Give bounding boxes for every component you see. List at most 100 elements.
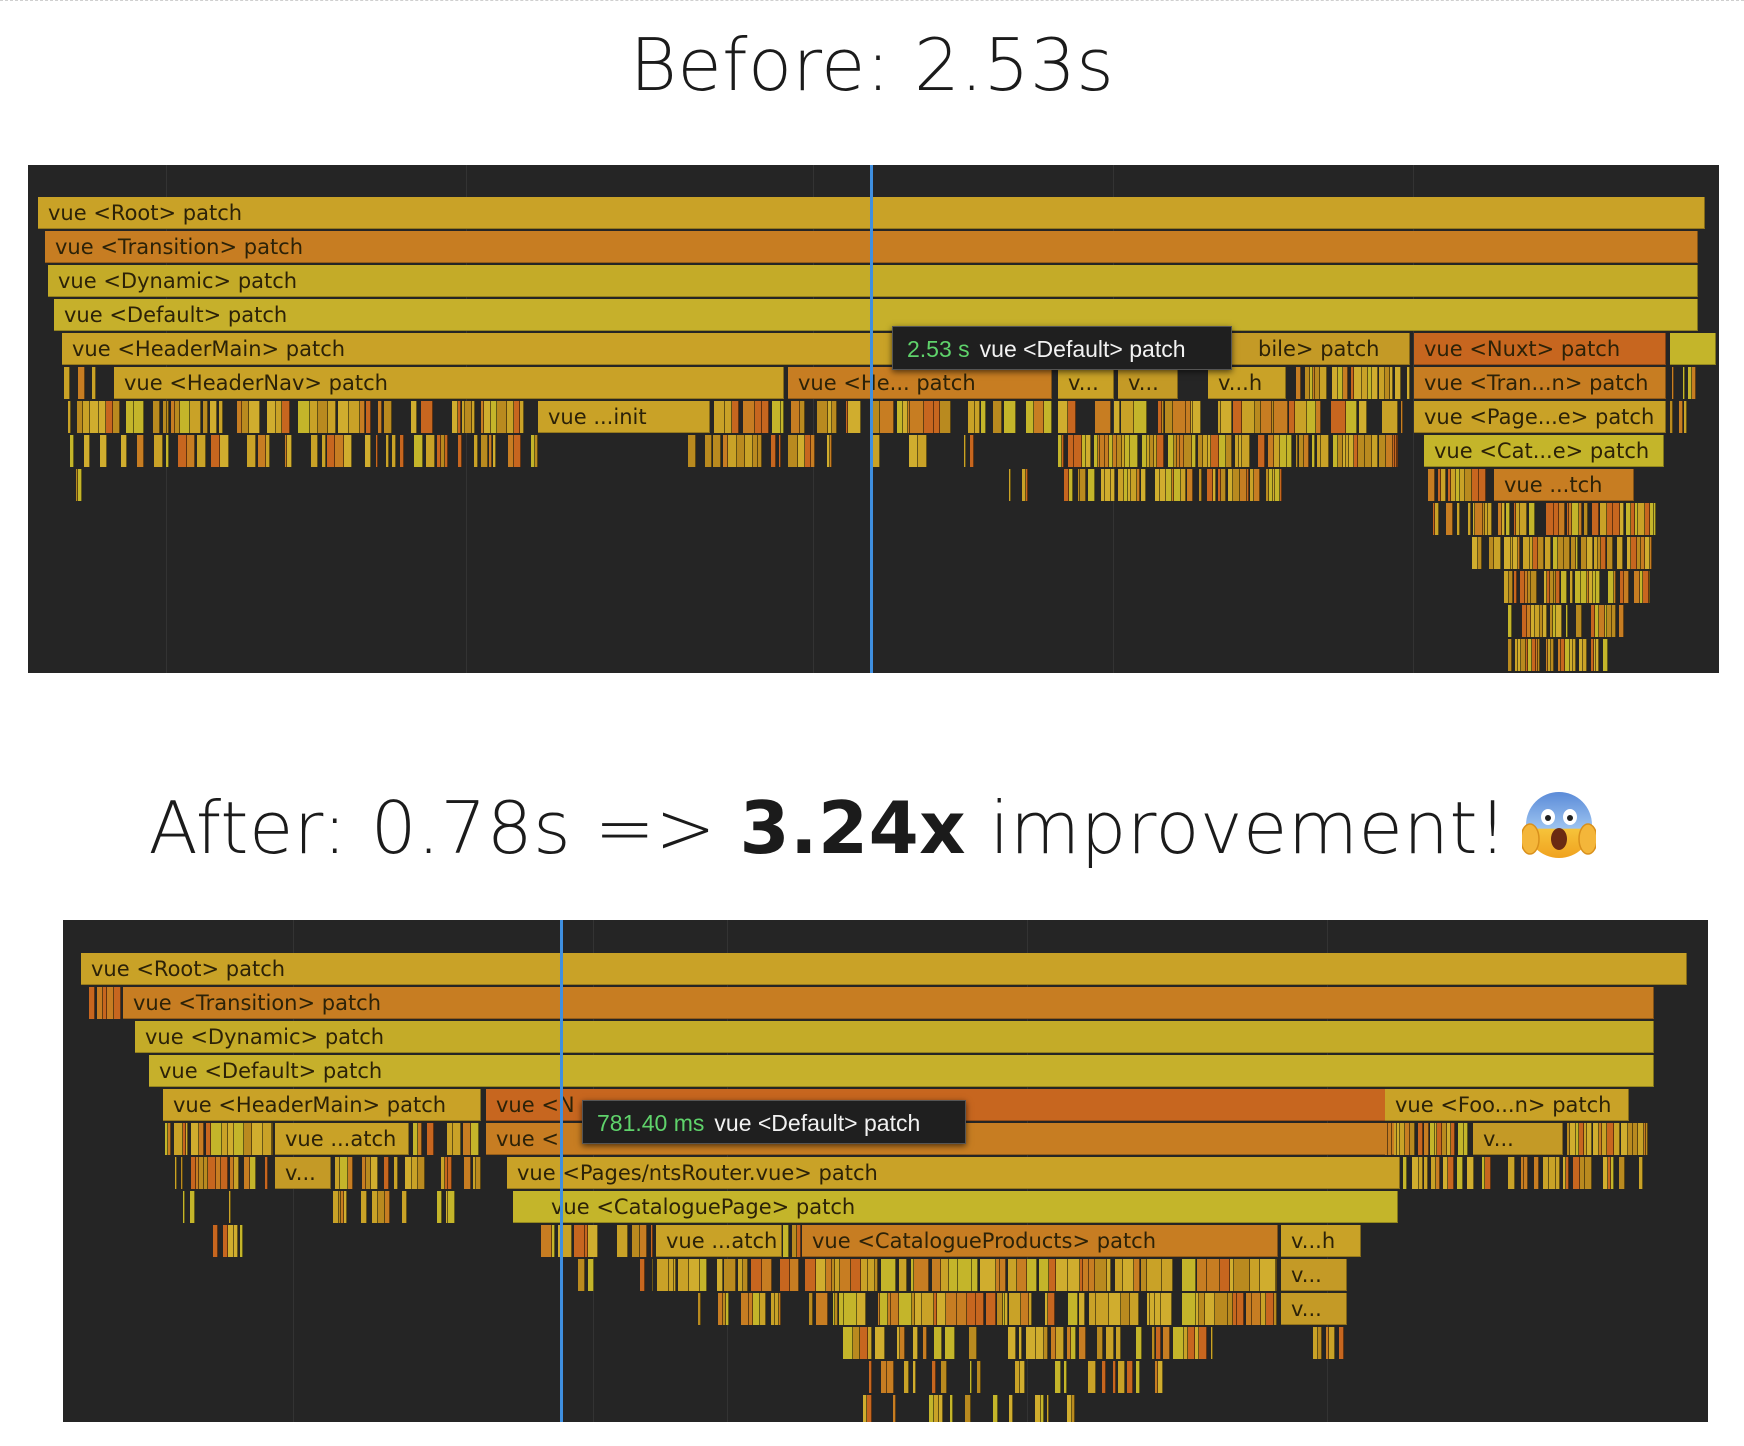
flame-bar-page[interactable]: vue <Page...e> patch — [1414, 401, 1666, 433]
timeline-cursor[interactable] — [560, 920, 563, 1422]
flame-bar-init[interactable]: vue ...init — [538, 401, 710, 433]
flame-slice — [725, 401, 732, 433]
flame-slice — [1571, 537, 1576, 569]
flame-slice — [190, 1191, 195, 1223]
flame-slice — [1572, 503, 1579, 535]
flame-bar-headermain[interactable]: vue <HeaderMain> patch — [163, 1089, 481, 1121]
flame-slice — [378, 1191, 385, 1223]
flame-slice — [1068, 435, 1074, 467]
flame-slice — [1117, 435, 1122, 467]
flame-bar-vh[interactable]: v...h — [1208, 367, 1286, 399]
flame-slice — [980, 1259, 996, 1291]
flame-slice — [178, 435, 187, 467]
flame-slice — [1142, 435, 1147, 467]
flame-slice — [1343, 435, 1346, 467]
flame-slice — [1101, 469, 1105, 501]
flame-slice — [1071, 1327, 1076, 1359]
flame-bar-v-b[interactable]: v... — [1281, 1293, 1347, 1325]
after-heading-suffix: improvement! — [966, 786, 1508, 870]
flame-slice — [1502, 503, 1505, 535]
flame-bar-default[interactable]: vue <Default> patch — [54, 299, 1698, 331]
flame-bar-v1[interactable]: v... — [1058, 367, 1114, 399]
flame-slice — [338, 401, 349, 433]
flame-slice — [1064, 469, 1069, 501]
flame-slice — [344, 1191, 347, 1223]
flame-slice — [873, 435, 880, 467]
flame-slice — [199, 1123, 204, 1155]
flame-bar-dynamic[interactable]: vue <Dynamic> patch — [135, 1021, 1654, 1053]
flame-bar-dynamic[interactable]: vue <Dynamic> patch — [48, 265, 1698, 297]
flame-slice — [1599, 1123, 1602, 1155]
flame-slice — [1124, 469, 1128, 501]
flame-slice — [210, 401, 217, 433]
flame-slice — [1058, 401, 1068, 433]
flame-slice — [640, 1225, 647, 1257]
flame-slice — [166, 435, 169, 467]
flame-slice — [1428, 469, 1435, 501]
flame-bar-catalogue-page[interactable]: vue <CataloguePage> patch — [513, 1191, 1398, 1223]
flame-bar-label: v...h — [1291, 1229, 1336, 1253]
flame-slice — [1000, 1259, 1006, 1291]
flame-bar-default[interactable]: vue <Default> patch — [149, 1055, 1654, 1087]
flame-slice — [1331, 401, 1346, 433]
flame-slice — [970, 435, 974, 467]
flame-slice — [791, 401, 800, 433]
flame-slice — [199, 1157, 204, 1189]
flame-slice — [1598, 537, 1601, 569]
flame-slice — [1549, 1157, 1556, 1189]
flame-bar-v-short[interactable]: v... — [275, 1157, 331, 1189]
flame-bar[interactable] — [1670, 333, 1716, 365]
flame-slice — [1511, 537, 1513, 569]
flame-bar-v2[interactable]: v... — [1118, 367, 1178, 399]
flame-slice — [1365, 435, 1372, 467]
flame-slice — [779, 1293, 781, 1325]
flame-slice — [437, 435, 441, 467]
flame-slice — [1620, 503, 1624, 535]
flame-slice — [1211, 435, 1219, 467]
before-flame-chart[interactable]: vue <Root> patch vue <Transition> patch … — [28, 165, 1719, 673]
flame-slice — [1312, 435, 1315, 467]
flame-bar-atch-short[interactable]: vue ...atch — [275, 1123, 409, 1155]
flame-bar-vh[interactable]: v...h — [1281, 1225, 1361, 1257]
flame-slice — [535, 435, 538, 467]
flame-bar-pages-router[interactable]: vue <Pages/ntsRouter.vue> patch — [507, 1157, 1400, 1189]
flame-bar-atch2[interactable]: vue ...atch — [656, 1225, 782, 1257]
timeline-cursor[interactable] — [870, 165, 873, 673]
flame-slice — [1424, 1123, 1429, 1155]
flame-slice — [1576, 1123, 1579, 1155]
flame-slice — [652, 1259, 653, 1291]
flame-slice — [1475, 503, 1483, 535]
flame-bar-root[interactable]: vue <Root> patch — [81, 953, 1687, 985]
flame-bar-transition[interactable]: vue <Transition> patch — [123, 987, 1654, 1019]
flame-bar-catalogue-products[interactable]: vue <CatalogueProducts> patch — [802, 1225, 1278, 1257]
flame-slice — [1233, 401, 1242, 433]
flame-slice — [68, 401, 71, 433]
flame-bar-foo[interactable]: vue <Foo...n> patch — [1385, 1089, 1629, 1121]
flame-slice — [1213, 469, 1216, 501]
flame-slice — [1195, 1327, 1199, 1359]
flame-slice — [1036, 1327, 1044, 1359]
flame-slice — [514, 401, 520, 433]
flame-bar-v-foo[interactable]: v... — [1473, 1123, 1563, 1155]
flame-bar-tran[interactable]: vue <Tran...n> patch — [1414, 367, 1666, 399]
flame-bar-label: vue <Root> patch — [91, 957, 286, 981]
flame-bar-headernav[interactable]: vue <HeaderNav> patch — [114, 367, 784, 399]
flame-slice — [77, 401, 83, 433]
flame-slice — [1639, 1157, 1643, 1189]
flame-slice — [1614, 1123, 1620, 1155]
flame-slice — [900, 1327, 905, 1359]
flame-slice — [1385, 367, 1390, 399]
flame-bar-cat[interactable]: vue <Cat...e> patch — [1424, 435, 1664, 467]
flame-slice — [1022, 469, 1026, 501]
flame-slice — [1055, 1361, 1061, 1393]
flame-slice — [1218, 469, 1221, 501]
flame-bar-he[interactable]: vue <He... patch — [788, 367, 1052, 399]
after-flame-chart[interactable]: vue <Root> patch vue <Transition> patch … — [63, 920, 1708, 1422]
flame-slice — [1304, 435, 1309, 467]
flame-bar-v-a[interactable]: v... — [1281, 1259, 1347, 1291]
flame-bar-tch[interactable]: vue ...tch — [1494, 469, 1634, 501]
flame-slice — [839, 1293, 844, 1325]
flame-slice — [1633, 1123, 1638, 1155]
flame-bar-nuxt[interactable]: vue <Nuxt> patch — [1414, 333, 1666, 365]
flame-bar-mobile[interactable]: bile> patch — [1228, 333, 1410, 365]
